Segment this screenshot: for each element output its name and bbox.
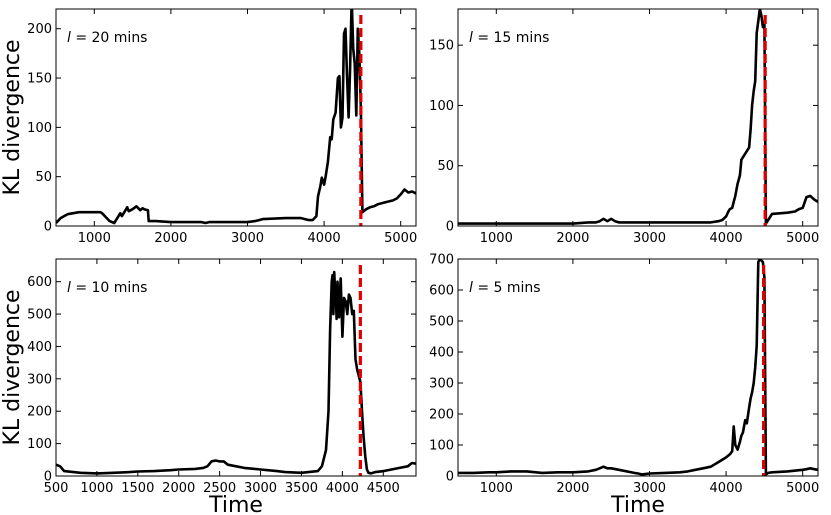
x-tick-label: 5000: [384, 231, 417, 246]
panel-label-value: = 20 mins: [71, 30, 148, 46]
y-tick-label: 500: [429, 315, 454, 330]
chart-panel-4: 1000 2000 3000 4000 5000 0 100 200 300 400 500 600 7…: [429, 253, 819, 515]
panel-label-variable: l: [469, 280, 473, 296]
panel-label: l = 5 mins: [469, 280, 541, 296]
x-tick-label: 1500: [121, 481, 154, 496]
y-tick-label: 50: [437, 159, 454, 174]
y-tick-label: 300: [429, 377, 454, 392]
x-tick-label: 4000: [710, 231, 743, 246]
series-line: [458, 9, 818, 225]
x-tick-label: 2500: [203, 481, 236, 496]
y-tick-label: 0: [446, 470, 454, 485]
y-tick-label: 200: [27, 405, 52, 420]
x-tick-label: 2000: [154, 231, 187, 246]
panel-label-value: = 15 mins: [473, 30, 550, 46]
x-tick-label: 3000: [633, 481, 666, 496]
panel-label: l = 15 mins: [469, 30, 549, 46]
y-tick-label: 150: [27, 72, 52, 87]
panel-label-variable: l: [67, 30, 71, 46]
x-tick-label: 3000: [231, 231, 264, 246]
panel-label-variable: l: [469, 30, 473, 46]
y-tick-label: 400: [429, 346, 454, 361]
panel-label: l = 10 mins: [67, 280, 147, 296]
panel-label-value: = 10 mins: [71, 280, 148, 296]
y-axis-label: KL divergence: [0, 289, 25, 445]
panel-label: l = 20 mins: [67, 30, 147, 46]
x-axis-label: Time: [610, 493, 665, 515]
y-tick-label: 400: [27, 340, 52, 355]
y-tick-label: 0: [44, 220, 52, 235]
chart-panel-3: 500 1000 1500 2000 2500 3000 3500 4000 4500 0 100 2…: [0, 258, 417, 515]
x-tick-label: 2000: [556, 481, 589, 496]
x-tick-label: 500: [44, 481, 69, 496]
y-tick-label: 500: [27, 308, 52, 323]
y-tick-label: 300: [27, 372, 52, 387]
y-tick-label: 100: [429, 439, 454, 454]
x-tick-label: 3500: [285, 481, 318, 496]
x-axis-label: Time: [208, 493, 263, 515]
y-axis-label: KL divergence: [0, 39, 25, 195]
y-tick-label: 50: [35, 170, 52, 185]
chart-panel-1: 1000 2000 3000 4000 5000 0 50 100 150 200 l = 20 m…: [0, 8, 417, 246]
x-tick-label: 1000: [480, 231, 513, 246]
y-tick-label: 200: [429, 408, 454, 423]
y-tick-label: 100: [429, 99, 454, 114]
plot-frame: [457, 258, 819, 477]
x-tick-label: 5000: [786, 231, 819, 246]
plot-frame: [457, 8, 819, 227]
y-tick-label: 0: [44, 470, 52, 485]
plot-frame: [55, 258, 417, 477]
y-tick-label: 100: [27, 121, 52, 136]
y-tick-label: 200: [27, 22, 52, 37]
x-tick-label: 1000: [480, 481, 513, 496]
x-tick-label: 3000: [244, 481, 277, 496]
x-tick-label: 4000: [710, 481, 743, 496]
x-tick-label: 1000: [78, 231, 111, 246]
y-tick-label: 600: [27, 275, 52, 290]
x-tick-label: 4000: [326, 481, 359, 496]
y-tick-label: 150: [429, 39, 454, 54]
panel-label-value: = 5 mins: [473, 280, 541, 296]
panel-label-variable: l: [67, 280, 71, 296]
chart-panel-2: 1000 2000 3000 4000 5000 0 50 100 150 l = 15 mins: [429, 8, 819, 246]
x-tick-label: 5000: [786, 481, 819, 496]
x-tick-label: 4500: [367, 481, 400, 496]
x-tick-label: 1000: [80, 481, 113, 496]
x-tick-label: 2000: [162, 481, 195, 496]
y-tick-label: 0: [446, 220, 454, 235]
x-tick-label: 3000: [633, 231, 666, 246]
x-tick-label: 2000: [556, 231, 589, 246]
y-tick-label: 700: [429, 253, 454, 268]
plot-frame: [55, 8, 417, 227]
x-tick-label: 4000: [308, 231, 341, 246]
y-tick-label: 600: [429, 284, 454, 299]
y-tick-label: 100: [27, 437, 52, 452]
series-line: [56, 270, 416, 475]
